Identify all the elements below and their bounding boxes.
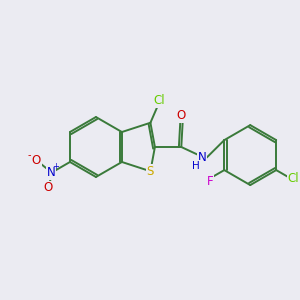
Text: H: H xyxy=(192,161,200,171)
Text: O: O xyxy=(32,154,41,167)
Text: N: N xyxy=(198,151,207,164)
Text: O: O xyxy=(44,181,53,194)
Text: S: S xyxy=(147,165,154,178)
Text: O: O xyxy=(177,109,186,122)
Text: F: F xyxy=(207,175,213,188)
Text: Cl: Cl xyxy=(153,94,165,107)
Text: Cl: Cl xyxy=(288,172,299,185)
Text: N: N xyxy=(47,166,56,179)
Text: -: - xyxy=(28,150,31,160)
Text: +: + xyxy=(52,162,59,171)
